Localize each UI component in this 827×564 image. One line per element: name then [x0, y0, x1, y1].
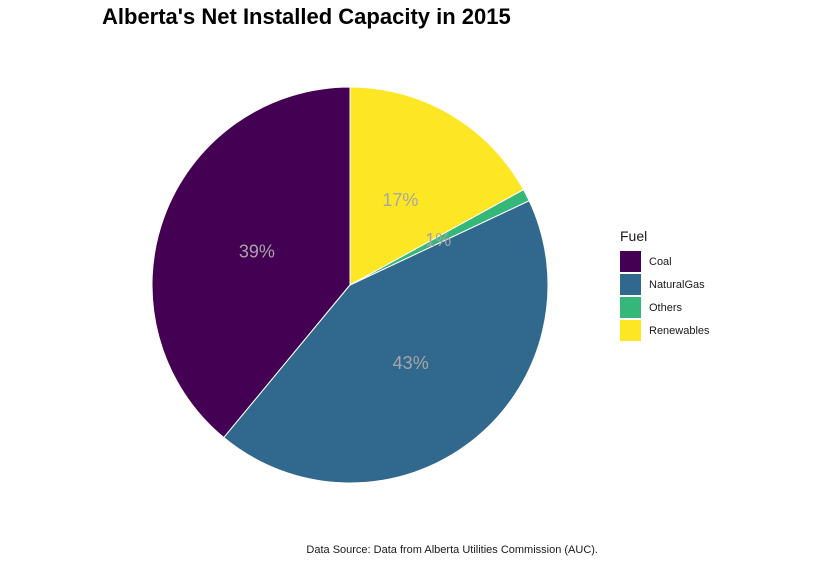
- data-source-caption: Data Source: Data from Alberta Utilities…: [306, 544, 598, 556]
- pie-slice-coal: [151, 86, 351, 439]
- slice-label-naturalgas: 43%: [393, 353, 429, 373]
- legend-label-naturalgas: NaturalGas: [649, 278, 705, 291]
- slice-label-renewables: 17%: [382, 190, 418, 210]
- legend: Fuel Coal NaturalGas Others Renewables: [620, 228, 710, 342]
- chart-title: Alberta's Net Installed Capacity in 2015: [102, 4, 511, 29]
- slice-label-coal: 39%: [239, 242, 275, 262]
- legend-item-naturalgas: NaturalGas: [620, 273, 710, 296]
- legend-swatch-others: [620, 297, 641, 318]
- legend-title: Fuel: [620, 228, 648, 244]
- legend-item-renewables: Renewables: [620, 319, 710, 342]
- legend-items: Coal NaturalGas Others Renewables: [620, 250, 710, 342]
- pie-slice-naturalgas: [223, 200, 549, 484]
- legend-swatch-renewables: [620, 320, 641, 341]
- legend-swatch-coal: [620, 251, 641, 272]
- legend-label-coal: Coal: [649, 255, 672, 268]
- pie-slice-renewables: [349, 86, 525, 286]
- slice-label-others: 1%: [425, 230, 451, 250]
- legend-label-renewables: Renewables: [649, 324, 710, 337]
- legend-label-others: Others: [649, 301, 683, 314]
- legend-item-coal: Coal: [620, 250, 710, 273]
- legend-item-others: Others: [620, 296, 710, 319]
- legend-swatch-naturalgas: [620, 274, 641, 295]
